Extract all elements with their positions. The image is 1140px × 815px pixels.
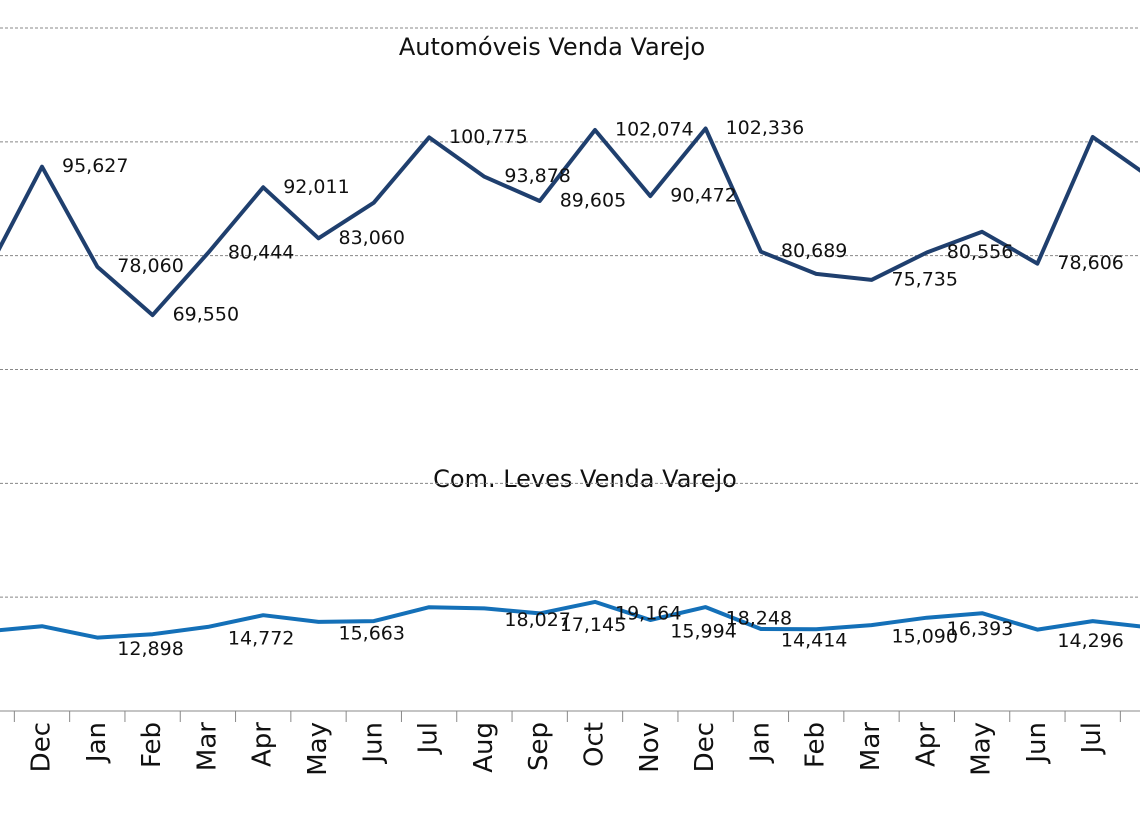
x-tick-label: Jan xyxy=(82,722,112,764)
x-tick-label: Dec xyxy=(27,722,57,772)
data-label: 15,090 xyxy=(892,626,958,648)
series-line xyxy=(0,599,1140,640)
data-label: 12,898 xyxy=(117,638,183,660)
data-label: 14,414 xyxy=(781,629,847,651)
data-label: 78,606 xyxy=(1057,252,1123,274)
data-label: 15,994 xyxy=(670,620,736,642)
x-tick-label: Jun xyxy=(358,722,388,765)
data-label: 90,472 xyxy=(670,185,736,207)
data-label: 15,663 xyxy=(339,622,405,644)
chart-title: Automóveis Venda Varejo xyxy=(399,33,705,61)
series-line xyxy=(0,126,1140,318)
data-label: 83,060 xyxy=(339,227,405,249)
x-tick-label: Jan xyxy=(745,722,775,764)
data-label: 18,027 xyxy=(504,609,570,631)
data-label: 17,145 xyxy=(560,614,626,636)
data-label: 18,248 xyxy=(726,608,792,630)
x-tick-label: Nov xyxy=(635,722,665,773)
data-label: 16,393 xyxy=(947,618,1013,640)
x-tick-label: Apr xyxy=(911,722,941,767)
x-tick-label: Aug xyxy=(469,722,499,773)
x-tick-label: Dec xyxy=(690,722,720,772)
data-label: 14,772 xyxy=(228,627,294,649)
x-tick-label: Apr xyxy=(248,722,278,767)
x-tick-label: Jul xyxy=(414,722,444,755)
data-label: 80,689 xyxy=(781,240,847,262)
data-label: 19,164 xyxy=(615,602,681,624)
x-tick-label: Sep xyxy=(524,722,554,771)
data-label: 80,444 xyxy=(228,242,294,264)
x-tick-label: May xyxy=(967,722,997,776)
data-label: 78,060 xyxy=(117,255,183,277)
x-tick-label: Mar xyxy=(856,722,886,771)
chart-subtitle: Com. Leves Venda Varejo xyxy=(433,465,737,493)
data-label: 92,011 xyxy=(283,176,349,198)
data-label: 80,556 xyxy=(947,241,1013,263)
x-tick-label: May xyxy=(303,722,333,776)
x-tick-label: Mar xyxy=(192,722,222,771)
data-label: 93,878 xyxy=(504,165,570,187)
x-tick-label: Feb xyxy=(801,722,831,768)
x-tick-label: Feb xyxy=(137,722,167,768)
data-label: 69,550 xyxy=(173,304,239,326)
data-label: 95,627 xyxy=(62,155,128,177)
x-tick-label: Jun xyxy=(1022,722,1052,765)
x-tick-label: Jul xyxy=(1077,722,1107,755)
x-tick-label: Oct xyxy=(580,722,610,767)
data-label: 89,605 xyxy=(560,189,626,211)
data-label: 102,336 xyxy=(726,117,805,139)
data-label: 75,735 xyxy=(892,268,958,290)
data-label: 14,296 xyxy=(1057,630,1123,652)
data-label: 100,775 xyxy=(449,126,528,148)
data-label: 102,074 xyxy=(615,119,694,141)
